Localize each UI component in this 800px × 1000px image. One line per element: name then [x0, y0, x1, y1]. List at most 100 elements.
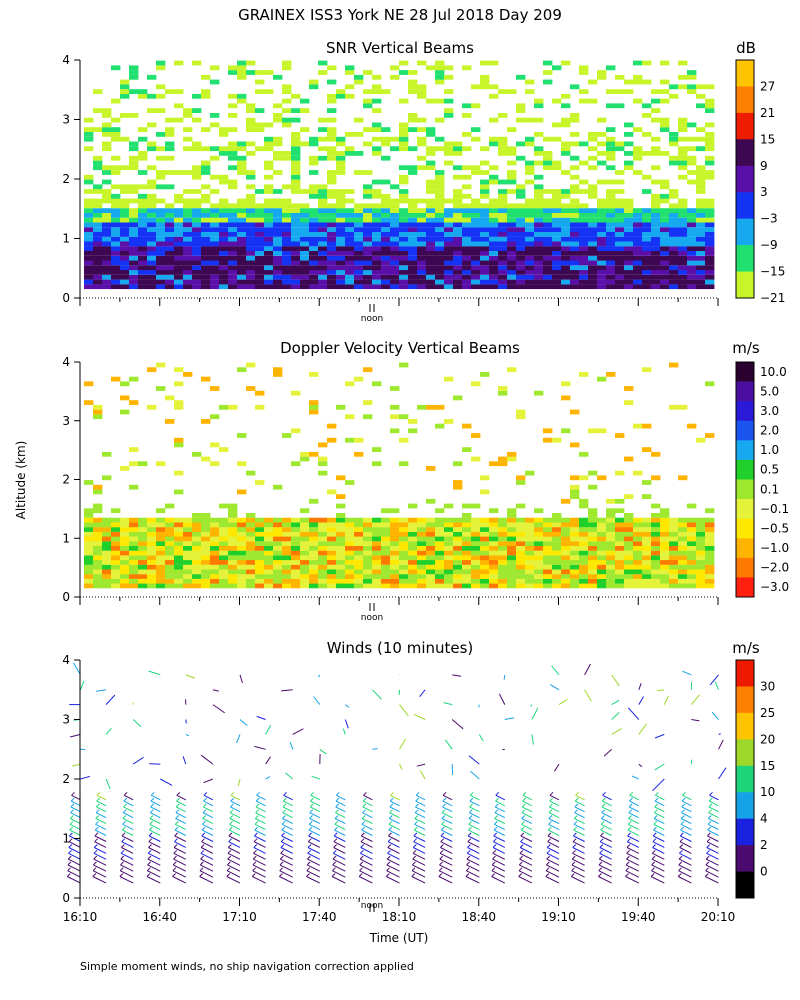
- wind-barb: [390, 794, 400, 801]
- doppler-cell: [570, 527, 580, 532]
- snr-cell: [489, 236, 499, 242]
- snr-cell: [390, 241, 400, 247]
- doppler-cell: [633, 470, 643, 476]
- snr-cell: [102, 212, 112, 218]
- snr-cell: [156, 279, 166, 285]
- doppler-cell: [696, 578, 706, 584]
- snr-cell: [273, 217, 283, 223]
- snr-cell: [417, 284, 427, 290]
- snr-cell: [480, 193, 490, 199]
- snr-cell: [309, 217, 319, 223]
- snr-cell: [228, 70, 238, 75]
- snr-cell: [417, 270, 427, 275]
- snr-cell: [642, 270, 652, 275]
- doppler-cell: [84, 480, 94, 485]
- wind-barb-flag: [361, 820, 366, 825]
- snr-cell: [228, 146, 238, 152]
- snr-cell: [120, 136, 130, 142]
- snr-cell: [687, 265, 697, 271]
- doppler-cell: [354, 522, 364, 528]
- snr-cell: [219, 212, 229, 218]
- doppler-cell: [399, 545, 409, 551]
- doppler-cell: [273, 372, 283, 377]
- snr-cell: [282, 108, 292, 113]
- doppler-cell: [264, 569, 274, 575]
- doppler-cell: [615, 522, 625, 528]
- snr-cell: [192, 241, 202, 247]
- doppler-cell: [426, 560, 436, 565]
- snr-cell: [336, 155, 346, 161]
- snr-cell: [372, 98, 382, 104]
- snr-cell: [354, 227, 364, 232]
- snr-cell: [372, 222, 382, 228]
- snr-cell: [129, 265, 139, 271]
- snr-cell: [417, 246, 427, 251]
- snr-cell: [678, 122, 688, 128]
- snr-cell: [102, 113, 112, 118]
- snr-cell: [633, 60, 643, 66]
- snr-cell: [300, 208, 310, 213]
- snr-cell: [129, 160, 139, 166]
- wind-barb-flag: [387, 844, 392, 848]
- doppler-cell: [210, 560, 220, 565]
- doppler-cell: [147, 517, 157, 523]
- snr-cell: [687, 236, 697, 242]
- snr-cell: [606, 155, 616, 161]
- snr-cell: [561, 117, 571, 123]
- snr-cell: [246, 108, 256, 113]
- wind-barb: [492, 847, 506, 854]
- snr-cell: [156, 60, 166, 66]
- doppler-cell: [651, 522, 661, 528]
- snr-cell: [273, 227, 283, 232]
- doppler-cell: [138, 522, 148, 528]
- snr-cell: [84, 208, 94, 213]
- wind-barb-flag: [574, 797, 579, 802]
- wind-barb: [584, 663, 591, 676]
- snr-cell: [489, 198, 499, 204]
- snr-cell: [696, 236, 706, 242]
- snr-cell: [201, 236, 211, 242]
- snr-cell: [183, 212, 193, 218]
- wind-barb-flag: [362, 797, 367, 802]
- x-tick-label: 19:10: [541, 910, 576, 924]
- doppler-cell: [300, 555, 310, 561]
- snr-cell: [174, 217, 184, 223]
- snr-cell: [633, 227, 643, 232]
- snr-cell: [498, 151, 508, 156]
- wind-barb: [344, 719, 349, 729]
- doppler-cell: [579, 451, 589, 457]
- snr-cell: [588, 241, 598, 247]
- snr-cell: [579, 189, 589, 194]
- wind-barb-flag: [199, 861, 204, 866]
- doppler-cell: [570, 574, 580, 579]
- snr-cell: [696, 179, 706, 185]
- colorbar-segment: [736, 818, 754, 846]
- snr-cell: [255, 108, 265, 113]
- snr-cell: [129, 227, 139, 232]
- wind-barb: [69, 733, 81, 738]
- snr-cell: [570, 251, 580, 256]
- doppler-cell: [624, 494, 634, 499]
- doppler-cell: [192, 578, 202, 584]
- snr-cell: [300, 255, 310, 261]
- snr-cell: [318, 265, 328, 271]
- doppler-cell: [408, 536, 418, 542]
- doppler-cell: [588, 517, 598, 523]
- snr-cell: [570, 260, 580, 266]
- snr-cell: [336, 198, 346, 204]
- snr-cell: [120, 274, 130, 280]
- snr-cell: [498, 255, 508, 261]
- snr-cell: [93, 274, 103, 280]
- snr-cell: [606, 208, 616, 213]
- snr-cell: [165, 170, 175, 175]
- snr-cell: [444, 274, 454, 280]
- snr-cell: [525, 170, 535, 175]
- snr-cell: [597, 270, 607, 275]
- doppler-cell: [705, 527, 715, 532]
- snr-cell: [480, 279, 490, 285]
- wind-barb: [573, 835, 585, 842]
- colorbar-segment: [736, 192, 754, 219]
- doppler-cell: [615, 508, 625, 514]
- snr-cell: [138, 236, 148, 242]
- snr-cell: [687, 208, 697, 213]
